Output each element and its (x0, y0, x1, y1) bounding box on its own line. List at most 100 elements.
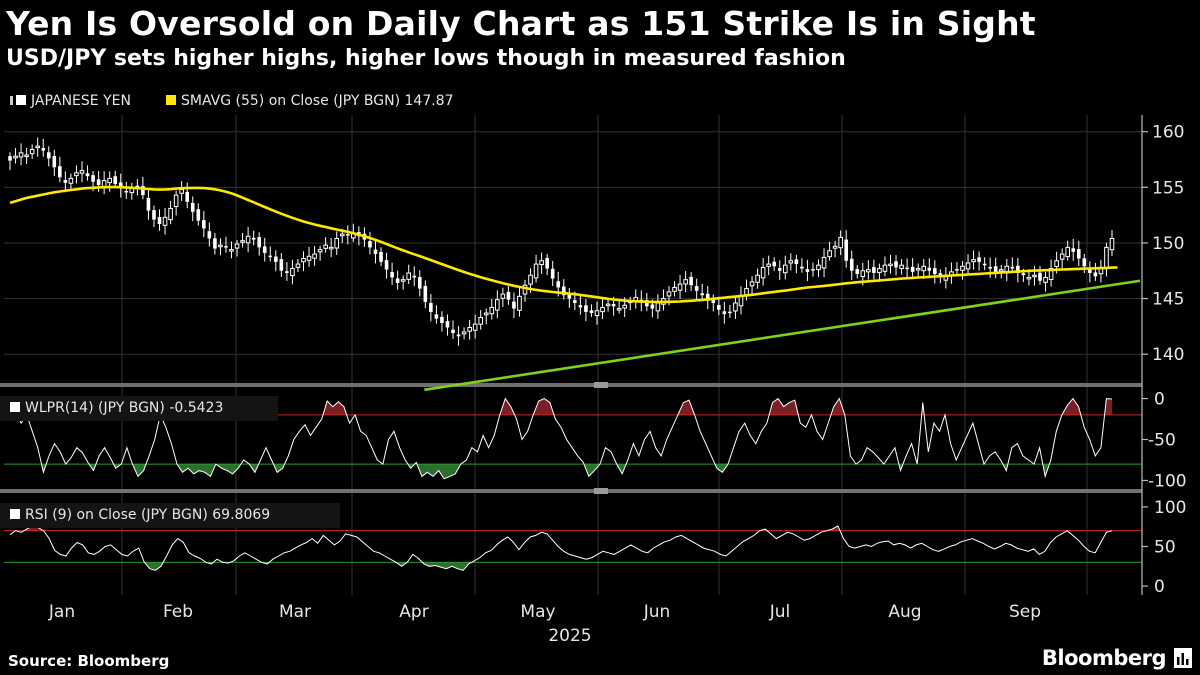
candle-body (74, 172, 79, 177)
candle-body (700, 293, 705, 296)
candle-body (406, 272, 412, 280)
candle (977, 251, 981, 271)
candle-body (1082, 258, 1087, 267)
candle-body (1088, 269, 1092, 273)
wlpr-tick-label--100: -100 (1148, 471, 1187, 491)
candle (561, 279, 566, 300)
candle-body (262, 246, 267, 253)
candle-body (955, 269, 959, 271)
candle (777, 260, 782, 281)
candle-body (234, 243, 240, 249)
candle-body (445, 321, 450, 328)
candle (68, 173, 74, 190)
candle (190, 196, 195, 222)
candle-body (777, 268, 782, 271)
candle-body (8, 156, 12, 161)
candle-body (1010, 266, 1015, 269)
candle-body (645, 300, 649, 307)
month-label-jan: Jan (48, 602, 75, 622)
candle (29, 144, 35, 159)
candle-body (677, 283, 683, 291)
candle-body (755, 274, 760, 283)
candle (18, 143, 24, 166)
candle-body (312, 253, 317, 259)
rsi-line (9, 525, 1113, 571)
month-label-feb: Feb (163, 602, 193, 622)
candle (683, 271, 688, 293)
candle (1104, 242, 1109, 277)
candle (434, 305, 439, 324)
candle-body (190, 202, 195, 212)
wlpr-tick-label-0: 0 (1154, 390, 1165, 410)
price-panel (8, 137, 1141, 392)
candle-body (1109, 237, 1115, 251)
candle (162, 207, 168, 235)
candle (323, 237, 328, 253)
candle-body (152, 210, 156, 220)
candle (240, 232, 245, 248)
candle (711, 294, 716, 312)
candle (129, 182, 135, 200)
candle (495, 290, 500, 319)
candle-body (717, 305, 721, 310)
candle-body (894, 261, 898, 268)
candle (744, 279, 749, 301)
candle (257, 232, 261, 256)
month-label-mar: Mar (279, 602, 311, 622)
series-legend-label: JAPANESE YEN (30, 93, 131, 109)
candle (800, 258, 804, 273)
candle (1059, 248, 1065, 269)
axes: Jan Feb Mar Apr May Jun Jul Aug Sep 2025 140 145 150… (48, 115, 1187, 646)
candle (749, 276, 755, 296)
candle-body (323, 244, 328, 249)
candle-body (124, 190, 129, 193)
candle (965, 254, 971, 275)
year-label: 2025 (548, 626, 591, 646)
candle (866, 260, 871, 280)
candle (478, 309, 484, 330)
month-label-apr: Apr (399, 602, 428, 622)
candle-body (384, 260, 389, 270)
candle-body (965, 262, 971, 270)
candle-body (832, 245, 838, 249)
candle (760, 258, 766, 286)
wlpr-tick-label--50: -50 (1148, 431, 1176, 451)
candle-body (827, 250, 832, 258)
price-wlpr-separator (0, 383, 1142, 387)
candle-body (573, 300, 577, 304)
candle (202, 211, 206, 238)
candle-body (694, 286, 699, 291)
candle (63, 171, 68, 193)
candle (717, 296, 721, 316)
candle (932, 260, 937, 284)
price-tick-label-150: 150 (1152, 234, 1184, 254)
candle-body (528, 274, 533, 285)
month-label-sep: Sep (1009, 602, 1041, 622)
candle-body (655, 302, 661, 312)
candle-body (489, 306, 495, 315)
candle-body (434, 314, 439, 319)
candle-body (788, 260, 794, 264)
candle-body (800, 266, 804, 269)
candle-body (339, 233, 345, 237)
candle (672, 281, 677, 297)
candle-body (811, 269, 815, 271)
candle-legend-glyph (10, 96, 13, 105)
candle (124, 181, 129, 199)
candle (805, 259, 810, 282)
candle (960, 261, 965, 280)
candle (838, 230, 843, 256)
candle-body (63, 179, 68, 183)
candle-body (600, 306, 605, 313)
candle (1093, 262, 1098, 281)
candle-body (672, 286, 677, 292)
candle-body (472, 323, 478, 331)
sma-legend-swatch (166, 95, 176, 105)
rsi-legend-swatch (10, 509, 20, 519)
candle-body (202, 220, 206, 229)
candle-body (1021, 273, 1026, 276)
candle (301, 251, 306, 272)
candle-body (417, 277, 422, 289)
candle-body (1076, 249, 1081, 259)
